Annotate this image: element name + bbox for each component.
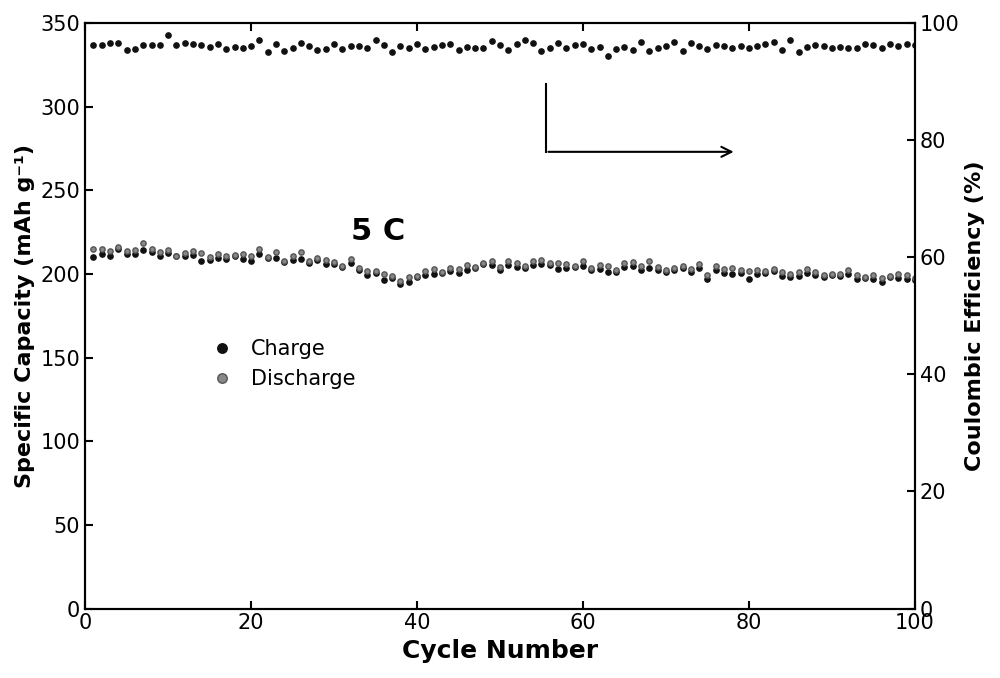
Line: Discharge: Discharge — [91, 241, 917, 283]
Charge — [884, 273, 896, 281]
Charge — [253, 250, 265, 258]
Discharge — [527, 257, 539, 265]
Discharge — [87, 245, 99, 253]
Legend: Charge, Discharge: Charge, Discharge — [193, 331, 364, 398]
Discharge — [594, 260, 606, 268]
Discharge — [394, 277, 406, 285]
Line: Charge: Charge — [91, 247, 917, 287]
Y-axis label: Coulombic Efficiency (%): Coulombic Efficiency (%) — [965, 161, 985, 471]
Y-axis label: Specific Capacity (mAh g⁻¹): Specific Capacity (mAh g⁻¹) — [15, 144, 35, 487]
Charge — [87, 253, 99, 261]
Discharge — [253, 245, 265, 254]
Charge — [112, 245, 124, 254]
Discharge — [884, 271, 896, 279]
Discharge — [287, 252, 299, 260]
Discharge — [909, 274, 921, 282]
Charge — [859, 274, 871, 282]
Charge — [594, 265, 606, 273]
Charge — [287, 256, 299, 264]
Discharge — [137, 239, 149, 247]
Charge — [527, 261, 539, 269]
Discharge — [859, 273, 871, 281]
Text: 5 C: 5 C — [351, 217, 405, 245]
Charge — [909, 275, 921, 283]
X-axis label: Cycle Number: Cycle Number — [402, 639, 598, 663]
Charge — [394, 280, 406, 288]
